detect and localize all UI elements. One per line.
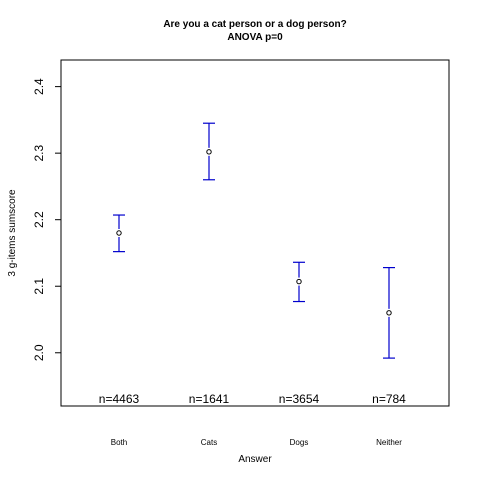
y-axis: 2.0 2.1 2.2 2.3 2.4 [32,78,62,361]
x-category-label: Neither [376,438,402,447]
y-tick-label: 2.2 [32,211,46,228]
x-category-label: Cats [201,438,217,447]
y-tick-label: 2.1 [32,278,46,295]
x-category-label: Dogs [290,438,309,447]
mean-point [296,278,302,285]
chart-subtitle: ANOVA p=0 [227,32,283,43]
mean-point [386,310,392,316]
y-tick-label: 2.4 [32,78,46,95]
x-axis-labels: Both Cats Dogs Neither [111,438,402,447]
x-axis-title: Answer [238,454,272,465]
chart-marks: n=4463 n=1641 n=3654 n=784 [99,122,406,406]
chart-title: Are you a cat person or a dog person? [163,19,346,30]
x-category-label: Both [111,438,127,447]
mean-point [116,230,122,236]
mean-point [206,149,212,155]
sample-size-label: n=3654 [279,392,320,406]
sample-size-label: n=1641 [189,392,230,406]
y-tick-label: 2.3 [32,144,46,161]
sample-size-label: n=784 [372,392,406,406]
y-tick-label: 2.0 [32,344,46,361]
sample-size-label: n=4463 [99,392,140,406]
y-axis-title: 3 g-items sumscore [7,189,18,277]
